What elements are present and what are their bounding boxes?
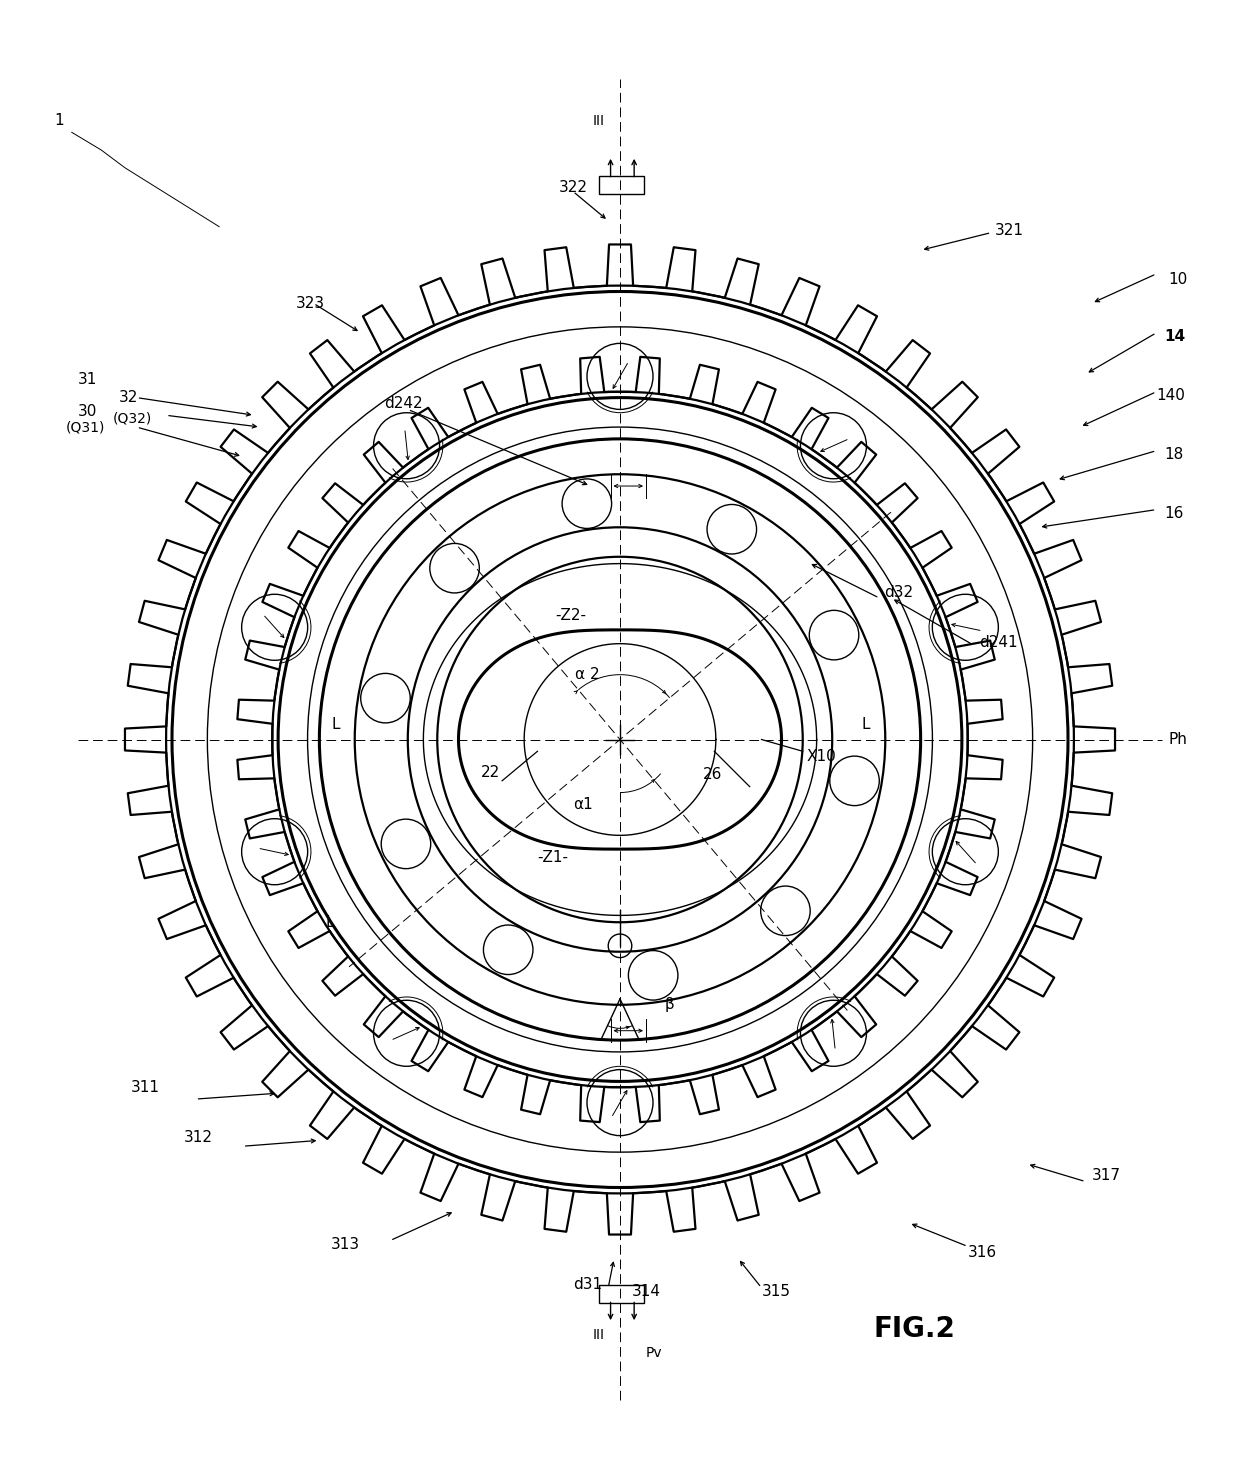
Text: 313: 313 (331, 1236, 361, 1251)
Text: d31: d31 (573, 1276, 601, 1291)
Text: α 2: α 2 (575, 667, 600, 682)
Text: Ph: Ph (1168, 732, 1187, 747)
Text: 31: 31 (78, 373, 97, 387)
Text: 140: 140 (1157, 387, 1185, 402)
Text: 14: 14 (1164, 328, 1185, 343)
Text: 323: 323 (296, 296, 325, 311)
Text: (Q31): (Q31) (66, 420, 105, 433)
Text: L: L (331, 717, 340, 732)
Text: 16: 16 (1164, 506, 1184, 521)
Text: 32: 32 (119, 390, 139, 405)
Text: 26: 26 (703, 768, 722, 782)
Text: d242: d242 (384, 396, 423, 411)
Text: -Z1-: -Z1- (537, 850, 568, 865)
Text: L: L (325, 914, 334, 930)
Text: 312: 312 (184, 1130, 213, 1146)
Text: 315: 315 (761, 1284, 790, 1299)
Text: III: III (593, 1328, 605, 1341)
Text: 1: 1 (55, 112, 63, 129)
Text: d241: d241 (980, 636, 1018, 651)
Text: -Z2-: -Z2- (556, 608, 587, 623)
Text: (Q32): (Q32) (113, 411, 153, 426)
Text: FIG.2: FIG.2 (873, 1315, 955, 1343)
Text: L: L (862, 717, 870, 732)
Text: 317: 317 (1091, 1168, 1121, 1183)
Text: III: III (593, 114, 605, 127)
Text: 314: 314 (632, 1284, 661, 1299)
Text: 30: 30 (78, 404, 97, 419)
Text: 22: 22 (481, 765, 500, 779)
Text: d32: d32 (884, 584, 913, 599)
Text: 18: 18 (1164, 447, 1184, 461)
Text: Pv: Pv (646, 1346, 662, 1359)
Text: β: β (665, 997, 675, 1012)
Text: 316: 316 (967, 1245, 997, 1260)
Text: 322: 322 (559, 180, 588, 195)
Text: 10: 10 (1168, 272, 1188, 287)
Text: 321: 321 (994, 223, 1024, 238)
Text: 311: 311 (130, 1080, 160, 1094)
Text: X10: X10 (806, 748, 836, 763)
Text: α1: α1 (573, 797, 593, 812)
